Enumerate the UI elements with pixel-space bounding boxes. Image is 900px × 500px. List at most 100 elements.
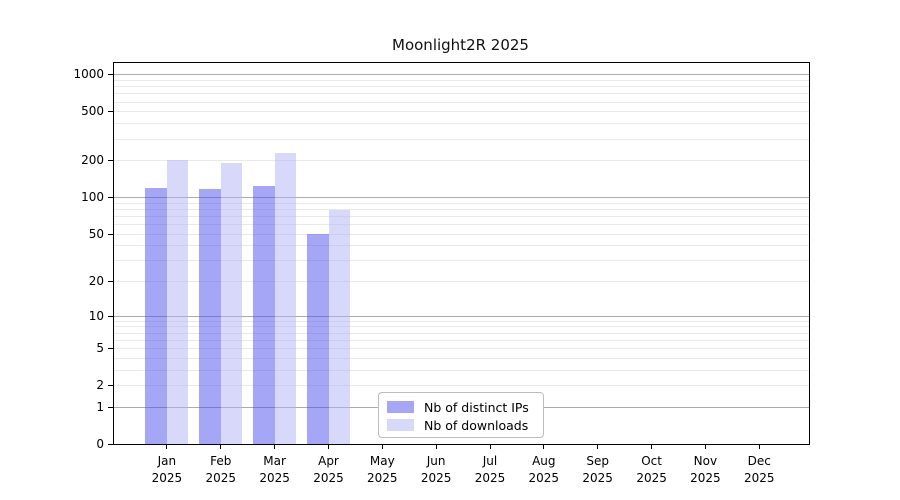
y-tick-mark-10: [108, 315, 113, 317]
x-tick-mark-sep: [597, 444, 599, 449]
x-tick-month: Dec: [747, 454, 771, 468]
x-tick-month: Mar: [263, 454, 286, 468]
x-tick-year: 2025: [367, 470, 398, 485]
bar-downloads-apr: [328, 210, 350, 444]
x-tick-year: 2025: [420, 470, 452, 485]
y-tick-mark-1: [108, 406, 113, 408]
x-tick-year: 2025: [259, 470, 290, 485]
gridline-minor-90: [114, 202, 809, 204]
bar-downloads-feb: [220, 162, 243, 444]
bar-downloads-jan: [166, 159, 189, 444]
x-tick-mark-oct: [651, 444, 653, 449]
gridline-minor-5: [114, 348, 809, 350]
y-tick-label-1000: 1000: [73, 67, 104, 82]
x-tick-year: 2025: [474, 470, 506, 485]
y-tick-mark-50: [108, 233, 113, 235]
x-tick-mark-feb: [220, 444, 222, 449]
x-tick-month: Jul: [482, 454, 498, 468]
gridline-major-10: [114, 315, 809, 317]
gridline-minor-80: [114, 208, 809, 210]
y-tick-label-200: 200: [81, 153, 104, 168]
x-tick-label-dec: Dec 2025: [727, 453, 791, 486]
bar-distinct-ips-apr: [307, 233, 329, 444]
x-tick-label-may: May 2025: [350, 453, 414, 486]
gridline-minor-7: [114, 332, 809, 334]
x-tick-label-oct: Oct 2025: [620, 453, 684, 486]
gridline-minor-20: [114, 281, 809, 282]
x-tick-mark-nov: [704, 444, 706, 449]
x-tick-mark-jul: [489, 444, 491, 449]
legend-swatch-downloads: [387, 419, 414, 431]
x-tick-month: Feb: [210, 454, 232, 468]
x-tick-month: Apr: [318, 454, 339, 468]
gridline-minor-70: [114, 215, 809, 217]
gridline-major-100: [114, 196, 809, 198]
x-tick-mark-may: [381, 444, 383, 449]
x-tick-label-aug: Aug 2025: [512, 453, 576, 486]
gridline-minor-2: [114, 385, 809, 387]
y-tick-label-0: 0: [96, 437, 104, 451]
bar-downloads-mar: [274, 153, 297, 444]
gridline-minor-200: [114, 160, 809, 162]
gridline-minor-40: [114, 245, 809, 247]
gridline-minor-800: [114, 86, 809, 88]
y-tick-mark-1000: [108, 74, 113, 76]
x-tick-month: May: [369, 454, 395, 468]
x-tick-year: 2025: [151, 470, 183, 485]
x-tick-year: 2025: [205, 470, 237, 485]
gridline-minor-500: [114, 111, 809, 113]
x-tick-year: 2025: [690, 470, 721, 485]
gridline-minor-900: [114, 79, 809, 81]
gridline-minor-700: [114, 93, 809, 95]
x-tick-mark-dec: [758, 444, 760, 449]
x-tick-year: 2025: [582, 470, 613, 485]
y-tick-mark-200: [108, 160, 113, 162]
x-tick-label-jan: Jan 2025: [135, 453, 199, 486]
gridline-minor-600: [114, 101, 809, 103]
y-tick-label-5: 5: [96, 341, 104, 356]
x-tick-month: Jun: [426, 454, 446, 468]
gridline-minor-8: [114, 326, 809, 328]
y-tick-mark-5: [108, 348, 113, 350]
x-tick-year: 2025: [744, 470, 775, 485]
legend-swatch-distinct-ips: [387, 401, 414, 413]
legend-label-distinct-ips: Nb of distinct IPs: [424, 399, 529, 415]
x-tick-month: Oct: [641, 454, 662, 468]
gridline-minor-6: [114, 339, 809, 341]
y-tick-label-20: 20: [88, 274, 104, 288]
y-tick-label-10: 10: [88, 308, 104, 323]
y-tick-mark-2: [108, 385, 113, 387]
gridline-minor-300: [114, 138, 809, 140]
gridline-minor-50: [114, 233, 809, 235]
x-tick-mark-jun: [435, 444, 437, 449]
x-tick-month: Aug: [532, 454, 556, 468]
bar-distinct-ips-jan: [145, 188, 167, 444]
x-tick-year: 2025: [528, 470, 560, 485]
x-tick-mark-jan: [166, 444, 168, 449]
y-tick-mark-500: [108, 111, 113, 113]
y-tick-mark-20: [108, 281, 113, 282]
chart-title: Moonlight2R 2025: [392, 36, 529, 54]
plot-area: 0 1 2 5 10 20 50 100 200 500 1000 Jan 2025 Feb 2025 Mar…: [73, 62, 810, 485]
x-tick-year: 2025: [313, 470, 344, 485]
x-tick-mark-aug: [543, 444, 545, 449]
gridline-minor-30: [114, 260, 809, 262]
x-tick-label-sep: Sep 2025: [566, 453, 630, 486]
x-tick-label-jul: Jul 2025: [458, 453, 522, 486]
bar-distinct-ips-feb: [199, 189, 221, 444]
x-tick-month: Sep: [586, 454, 609, 468]
y-tick-label-500: 500: [81, 104, 104, 119]
x-tick-label-jun: Jun 2025: [404, 453, 468, 486]
x-tick-label-apr: Apr 2025: [297, 453, 361, 486]
x-tick-month: Nov: [693, 454, 718, 468]
legend-item-downloads: Nb of downloads: [387, 416, 535, 434]
y-tick-label-100: 100: [81, 189, 104, 204]
y-tick-label-2: 2: [96, 378, 104, 393]
y-tick-label-50: 50: [88, 226, 104, 241]
x-tick-label-mar: Mar 2025: [243, 453, 307, 486]
x-tick-year: 2025: [636, 470, 667, 485]
x-tick-label-feb: Feb 2025: [189, 453, 253, 486]
gridline-minor-400: [114, 123, 809, 125]
x-tick-mark-mar: [274, 444, 276, 449]
gridline-minor-3: [114, 369, 809, 371]
